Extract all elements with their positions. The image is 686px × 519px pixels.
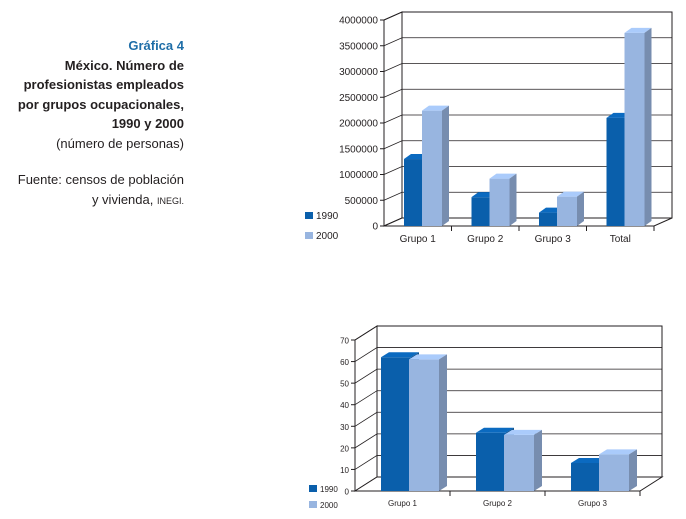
chart1-y-tick-label: 3500000: [339, 41, 378, 52]
chart1-bar-top: [624, 27, 652, 33]
chart1-bar-top: [489, 173, 517, 179]
chart1-bar-1990-grupo-1: [404, 159, 424, 226]
chart2-legend-label-1990: 1990: [320, 485, 338, 494]
chart2-bar-top: [381, 352, 419, 358]
caption-line-3: por grupos ocupacionales,: [17, 96, 184, 112]
chart2-legend-swatch-2000: [309, 501, 317, 508]
chart2-y-tick-label: 60: [340, 358, 349, 367]
chart2-bar-2000-grupo-1: [409, 359, 439, 491]
chart1-legend-label-2000: 2000: [316, 231, 339, 242]
chart2-bar-side: [629, 449, 637, 491]
caption-source-2-text: y vivienda,: [91, 191, 154, 207]
chart1-x-tick-label: Grupo 3: [535, 234, 572, 245]
chart2-bar-side: [439, 354, 447, 491]
chart1-y-tick-label: 4000000: [339, 16, 378, 27]
chart1-gridline: [383, 63, 672, 72]
chart1-bar-2000-grupo-1: [422, 110, 442, 226]
chart1-bar-1990-total: [606, 117, 627, 226]
chart1-bar-1990-grupo-3: [539, 212, 559, 226]
chart1-bar-side: [644, 27, 652, 226]
chart2-y-tick-label: 0: [345, 488, 350, 497]
chart1-legend-swatch-1990: [305, 212, 313, 219]
chart2-y-tick-label: 70: [340, 337, 349, 346]
chart1-bar-2000-total: [624, 32, 645, 226]
chart2-y-tick-label: 30: [340, 423, 349, 432]
chart2-gridline: [354, 455, 662, 470]
chart1-gridline: [383, 88, 672, 98]
chart2-x-tick-label: Grupo 2: [483, 499, 512, 508]
chart1-x-tick-label: Total: [610, 234, 631, 245]
caption-source-1: Fuente: censos de población: [17, 172, 184, 187]
chart1-y-tick-label: 2000000: [339, 119, 378, 130]
caption-source-org: INEGI.: [156, 195, 184, 206]
chart1-gridline: [383, 11, 672, 21]
chart2-y-tick-label: 50: [340, 380, 349, 389]
chart2-bar-2000-grupo-2: [504, 434, 534, 491]
chart1-bar-side: [442, 105, 449, 226]
chart2-bar-2000-grupo-3: [599, 454, 629, 491]
chart2-bar-top: [409, 354, 447, 360]
chart1-bar-side: [509, 173, 517, 226]
chart1-x-tick-label: Grupo 2: [467, 234, 504, 245]
caption-unit: (número de personas): [56, 135, 184, 151]
chart2-x-tick-label: Grupo 1: [388, 499, 417, 508]
chart2-y-tick-label: 20: [340, 444, 349, 453]
chart1-gridline: [383, 114, 672, 124]
caption-source-2: y vivienda, INEGI.: [0, 190, 184, 212]
chart1-gridline: [383, 37, 672, 47]
caption-line-2: profesionistas empleados: [23, 77, 184, 92]
chart2-gridline: [354, 411, 662, 427]
chart1-y-tick-label: 1500000: [339, 144, 378, 155]
chart2-bar-1990-grupo-1: [381, 357, 411, 491]
chart1-y-tick-label: 1000000: [339, 170, 378, 181]
chart2-bar-1990-grupo-3: [571, 462, 601, 491]
chart-caption: Gráfica 4 México. Número de profesionist…: [0, 36, 184, 211]
chart1-x-tick-label: Grupo 1: [400, 234, 437, 245]
chart2-legend-label-2000: 2000: [320, 501, 338, 510]
caption-line-1: México. Número de: [64, 57, 184, 73]
chart2-gridline: [354, 368, 662, 384]
chart2-bar-1990-grupo-2: [476, 432, 506, 491]
caption-title: Gráfica 4: [128, 38, 184, 53]
chart1-bar-top: [422, 105, 449, 111]
chart2-bar-top: [504, 429, 542, 435]
chart1-gridline: [383, 140, 672, 150]
chart1-legend-swatch-2000: [305, 232, 313, 239]
chart1-legend-label-1990: 1990: [316, 211, 339, 222]
chart2-gridline: [354, 325, 662, 341]
chart2-gridline: [354, 347, 662, 362]
chart1-y-tick-label: 0: [372, 222, 378, 233]
chart1-bar-top: [557, 191, 584, 197]
chart2-legend-swatch-1990: [309, 485, 317, 492]
chart2-y-tick-label: 10: [340, 466, 349, 475]
chart1-bar-1990-grupo-2: [471, 197, 492, 226]
chart2-gridline: [354, 433, 662, 449]
chart2-side-wall: [354, 325, 378, 492]
chart1-y-tick-label: 500000: [345, 196, 379, 207]
chart2-bar-top: [599, 449, 637, 455]
chart1-bar-2000-grupo-2: [489, 178, 510, 226]
chart2-y-tick-label: 40: [340, 401, 349, 410]
chart1-gridline: [383, 166, 672, 175]
chart2-bar-top: [476, 427, 514, 433]
chart1-bar-side: [577, 191, 584, 226]
chart2-x-tick-label: Grupo 3: [578, 499, 607, 508]
caption-line-4: 1990 y 2000: [111, 116, 184, 131]
chart2-bar-side: [534, 429, 542, 491]
chart2-gridline: [354, 390, 662, 406]
chart1-y-tick-label: 3000000: [339, 67, 378, 78]
chart1-y-tick-label: 2500000: [339, 93, 378, 104]
chart1-bar-2000-grupo-3: [557, 196, 577, 226]
